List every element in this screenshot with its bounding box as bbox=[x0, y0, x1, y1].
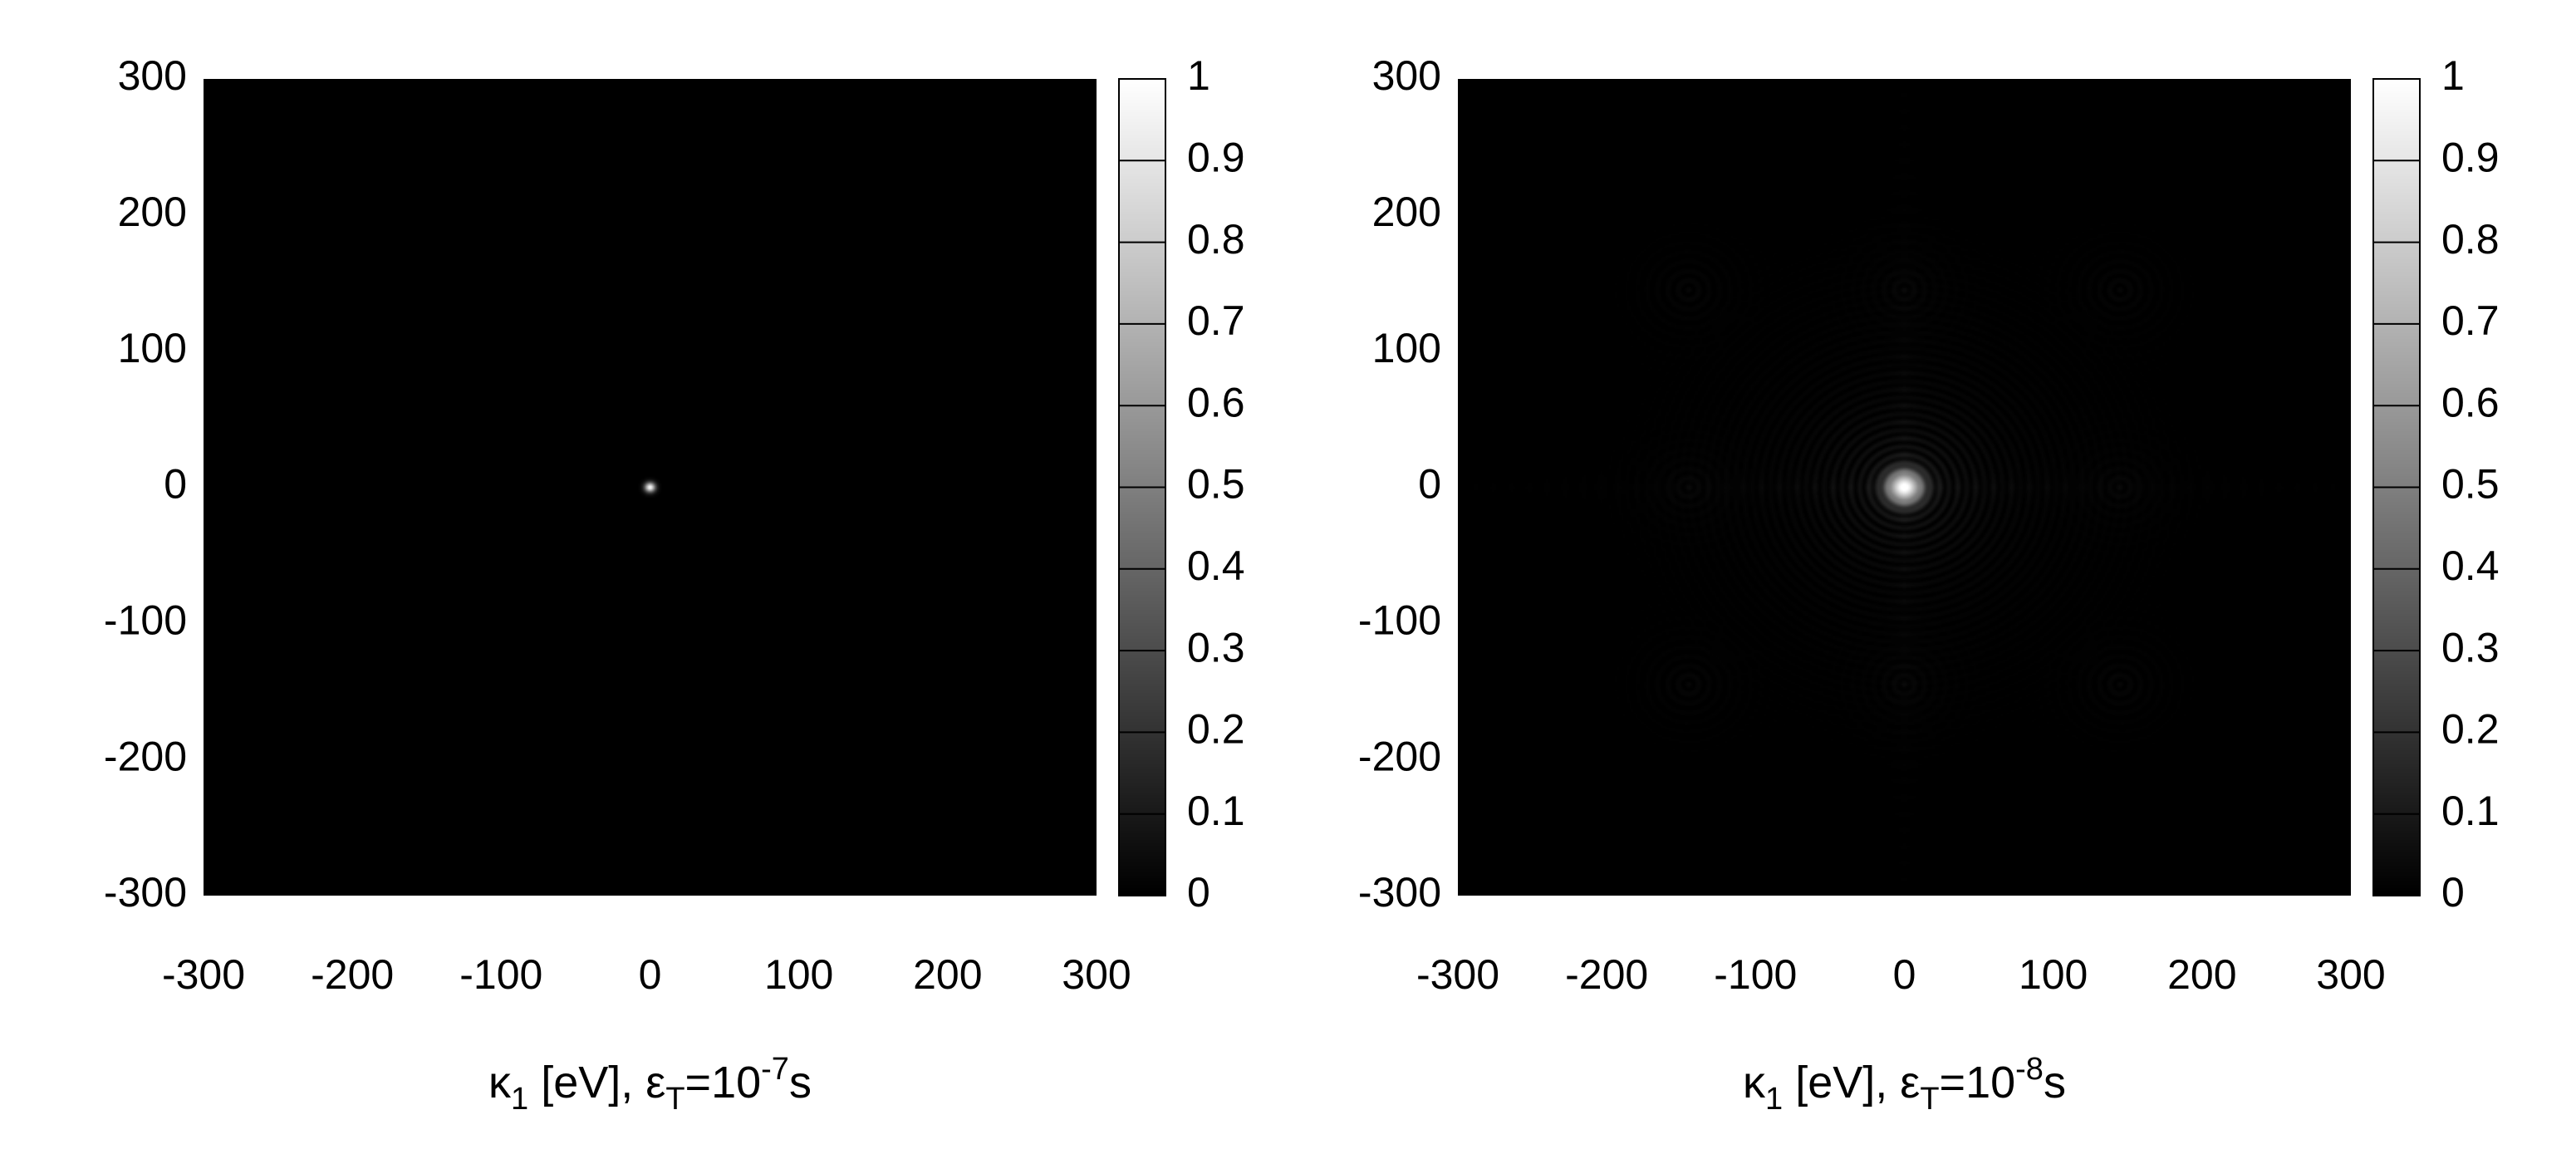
y-tick-label: -100 bbox=[104, 597, 187, 644]
colorbar-tick-label: 0.8 bbox=[2441, 216, 2500, 263]
y-tick-label: -200 bbox=[104, 733, 187, 779]
x-tick-label: 300 bbox=[2316, 951, 2385, 998]
x-axis-label-part: 1 bbox=[1765, 1082, 1783, 1117]
colorbar-tick-label: 0.5 bbox=[2441, 461, 2500, 508]
colorbar-tick-label: 0.4 bbox=[2441, 543, 2500, 589]
colorbar-tick-label: 0.2 bbox=[2441, 706, 2500, 753]
x-axis-label-part: -8 bbox=[2015, 1052, 2044, 1087]
heatmap-image-right bbox=[1458, 79, 2351, 896]
x-tick-label: 0 bbox=[1893, 951, 1916, 998]
colorbar-tick-label: 0.9 bbox=[2441, 135, 2500, 181]
x-axis-label-part: T bbox=[665, 1082, 684, 1117]
x-axis-label: κ1 [eV], εT=10-8s bbox=[1743, 1052, 2066, 1117]
y-tick-label: 300 bbox=[1372, 52, 1441, 99]
x-tick-label: 200 bbox=[913, 951, 982, 998]
colorbar-tick-label: 0.1 bbox=[1187, 788, 1245, 834]
colorbar-tick-label: 0 bbox=[1187, 869, 1210, 916]
y-tick-label: 200 bbox=[118, 189, 187, 235]
x-axis-label-part: κ bbox=[1743, 1058, 1766, 1107]
colorbar-tick-label: 0.2 bbox=[1187, 706, 1245, 753]
x-axis-label-part: κ bbox=[488, 1058, 512, 1107]
x-axis-label-part: =10 bbox=[1940, 1058, 2016, 1107]
x-axis-label: κ1 [eV], εT=10-7s bbox=[488, 1052, 812, 1117]
heatmap-image-left bbox=[204, 79, 1097, 896]
x-tick-label: -300 bbox=[1416, 951, 1499, 998]
x-tick-label: 100 bbox=[2019, 951, 2088, 998]
x-axis-label-part: -7 bbox=[761, 1052, 789, 1087]
x-axis-label-part: s bbox=[2044, 1058, 2066, 1107]
y-tick-label: -300 bbox=[1358, 869, 1441, 916]
x-tick-label: 300 bbox=[1062, 951, 1131, 998]
colorbar-tick-label: 0 bbox=[2441, 869, 2465, 916]
y-tick-label: 0 bbox=[1418, 461, 1441, 508]
x-tick-label: -100 bbox=[459, 951, 542, 998]
heatmap-panel-right: 300 200 100 0 -100 -200 -300 -300 -200 -100 0 100 20… bbox=[1254, 0, 2542, 1154]
x-tick-label: -200 bbox=[311, 951, 394, 998]
heatmap-right-svg: 300 200 100 0 -100 -200 -300 -300 -200 -100 0 100 20… bbox=[1358, 52, 2500, 1117]
colorbar-tick-label: 0.1 bbox=[2441, 788, 2500, 834]
colorbar-tick-label: 0.8 bbox=[1187, 216, 1245, 263]
x-axis-label-part: [eV], ε bbox=[1783, 1058, 1920, 1107]
colorbar-tick-label: 1 bbox=[1187, 52, 1210, 99]
colorbar-tick-label: 1 bbox=[2441, 52, 2465, 99]
colorbar-tick-label: 0.3 bbox=[1187, 624, 1245, 670]
x-tick-label: 0 bbox=[639, 951, 662, 998]
x-axis-label-part: s bbox=[789, 1058, 812, 1107]
x-tick-label: 200 bbox=[2167, 951, 2236, 998]
colorbar-tick-label: 0.7 bbox=[2441, 297, 2500, 344]
x-axis-label-part: =10 bbox=[685, 1058, 762, 1107]
colorbar-tick-label: 0.5 bbox=[1187, 461, 1245, 508]
colorbar-tick-label: 0.6 bbox=[2441, 379, 2500, 425]
y-tick-label: 100 bbox=[118, 325, 187, 371]
colorbar-tick-label: 0.9 bbox=[1187, 135, 1245, 181]
x-tick-label: -100 bbox=[1714, 951, 1797, 998]
x-axis-label-part: 1 bbox=[511, 1082, 528, 1117]
y-tick-label: -200 bbox=[1358, 733, 1441, 779]
y-tick-label: -300 bbox=[104, 869, 187, 916]
x-tick-label: -200 bbox=[1565, 951, 1648, 998]
heatmap-left-svg: 300 200 100 0 -100 -200 -300 -300 -200 -100 0 100 20… bbox=[104, 52, 1245, 1117]
y-tick-label: -100 bbox=[1358, 597, 1441, 644]
y-tick-label: 300 bbox=[118, 52, 187, 99]
heatmap-panel-left: 300 200 100 0 -100 -200 -300 -300 -200 -100 0 100 20… bbox=[104, 52, 1245, 1117]
colorbar-tick-label: 0.7 bbox=[1187, 297, 1245, 344]
x-tick-label: -300 bbox=[162, 951, 245, 998]
y-tick-label: 200 bbox=[1372, 189, 1441, 235]
y-tick-label: 0 bbox=[164, 461, 187, 508]
x-axis-label-part: [eV], ε bbox=[528, 1058, 665, 1107]
x-tick-label: 100 bbox=[764, 951, 833, 998]
colorbar-tick-label: 0.6 bbox=[1187, 379, 1245, 425]
y-tick-label: 100 bbox=[1372, 325, 1441, 371]
colorbar-tick-label: 0.3 bbox=[2441, 624, 2500, 670]
x-axis-label-part: T bbox=[1920, 1082, 1939, 1117]
colorbar-tick-label: 0.4 bbox=[1187, 543, 1245, 589]
